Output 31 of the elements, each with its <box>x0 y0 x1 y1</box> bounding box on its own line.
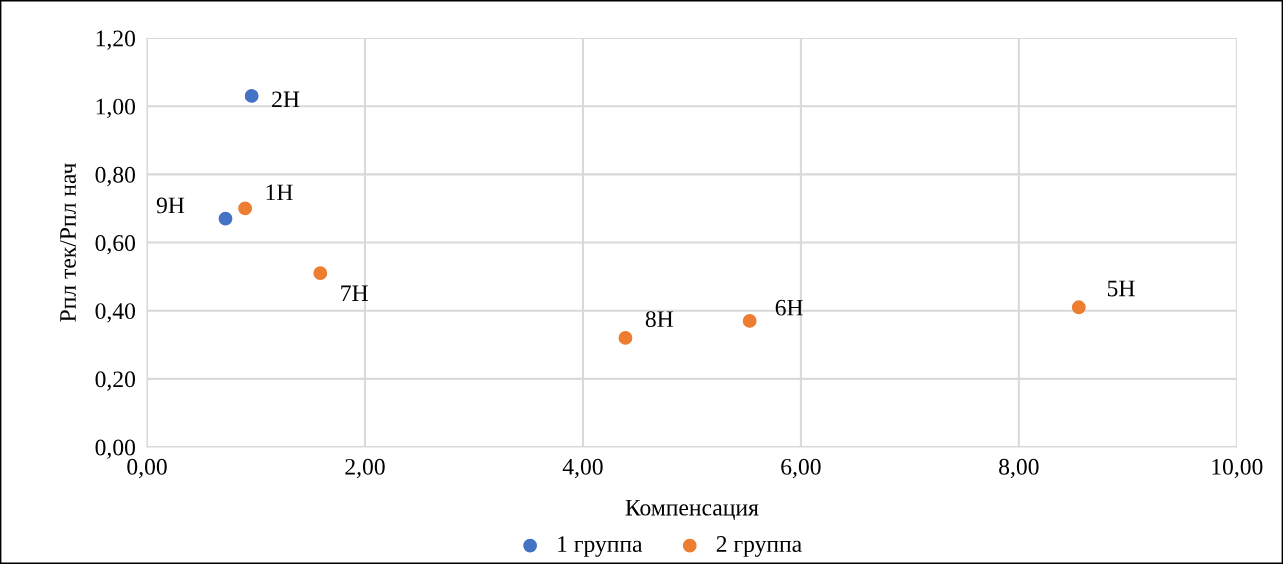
y-tick-label: 0,60 <box>95 235 136 255</box>
x-tick-label: 10,00 <box>1212 458 1263 479</box>
annotation: 6Н <box>775 299 803 316</box>
x-tick-label: 0,00 <box>127 458 167 479</box>
y-tick-label: 0,00 <box>95 439 136 459</box>
x-axis-title: Компенсация <box>625 499 759 520</box>
y-axis-title: Рпл тек/Рпл нач <box>60 163 76 322</box>
annotation: 9Н <box>156 197 185 214</box>
point <box>313 266 328 281</box>
x-tick-label: 2,00 <box>345 458 385 479</box>
point <box>1071 300 1086 315</box>
y-tick-label: 1,00 <box>96 98 136 118</box>
point <box>238 201 253 216</box>
legend-label: 1 группа <box>558 536 643 557</box>
x-tick-label: 8,00 <box>999 458 1039 479</box>
annotation: 8Н <box>645 311 674 328</box>
point <box>618 331 633 345</box>
legend-label: 2 группа <box>716 536 802 557</box>
annotation: 5Н <box>1107 280 1135 297</box>
annotation: 1Н <box>266 184 293 201</box>
y-tick-label: 1,20 <box>96 30 136 50</box>
point <box>742 314 757 328</box>
y-tick-label: 0,40 <box>95 303 136 323</box>
point <box>218 211 233 226</box>
point <box>244 89 259 103</box>
annotation: 2Н <box>272 91 300 108</box>
x-tick-label: 4,00 <box>562 458 603 479</box>
y-tick-label: 0,20 <box>95 371 136 391</box>
annotation: 7Н <box>341 285 368 301</box>
x-tick-label: 6,00 <box>781 458 821 479</box>
y-tick-label: 0,80 <box>95 166 136 187</box>
